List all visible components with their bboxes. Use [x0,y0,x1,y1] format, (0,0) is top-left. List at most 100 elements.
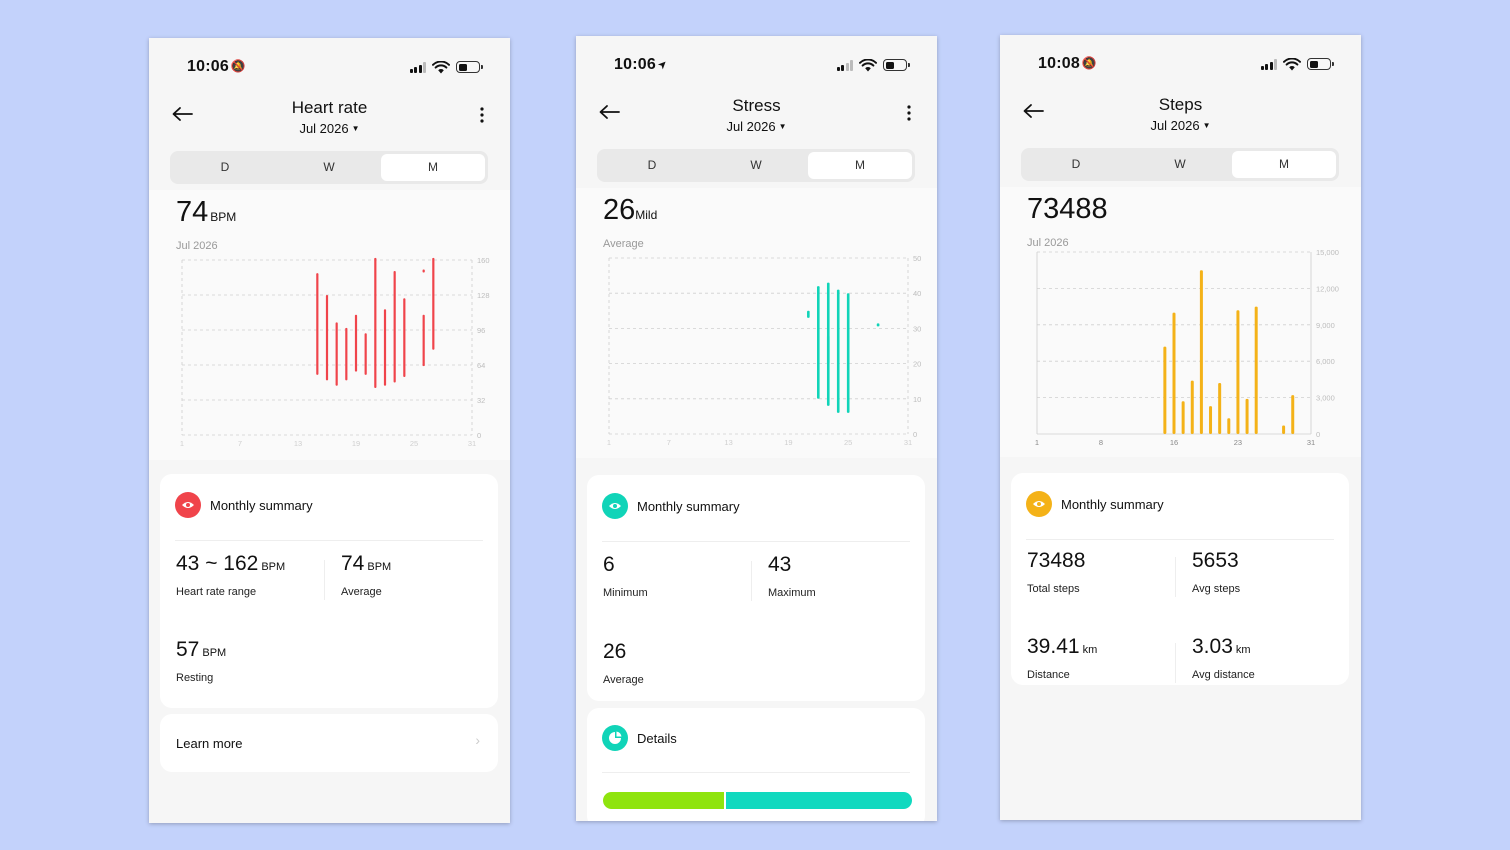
status-bar: 10:06 🔕 [187,58,483,78]
back-arrow-icon[interactable] [598,104,620,120]
chart-bar [393,270,396,383]
chart-bar [836,289,840,413]
y-tick-label: 32 [477,396,485,405]
headline-value: 73488 [1027,193,1108,225]
chart-bar [1254,306,1258,434]
back-arrow-icon[interactable] [171,106,193,122]
wifi-icon [1283,57,1301,70]
stat-average: 26 Average [603,640,644,686]
x-tick-label: 8 [1099,438,1103,447]
divider [751,561,752,601]
summary-title: Monthly summary [637,498,740,514]
chart-bar [1181,401,1185,434]
y-tick-label: 15,000 [1316,248,1339,257]
divider [602,541,910,542]
x-tick-label: 19 [784,438,792,447]
y-tick-label: 128 [477,291,490,300]
page-header: Steps Jul 2026 ▼ [1000,93,1361,137]
battery-icon [456,61,483,73]
stat-resting: 57 BPM Resting [176,638,227,684]
more-options-icon[interactable] [905,104,913,122]
chart-bar [1209,406,1213,434]
x-tick-label: 1 [1035,438,1039,447]
headline-caption: Average [603,238,644,250]
divider [1026,539,1334,540]
month-selector[interactable]: Jul 2026 ▼ [299,121,360,136]
stat-maximum: 43 Maximum [768,553,816,599]
headline-caption: Jul 2026 [176,240,218,252]
chart-bar [432,257,435,350]
status-time: 10:08 🔕 [1038,55,1098,72]
month-selector[interactable]: Jul 2026 ▼ [726,119,787,134]
x-tick-label: 13 [724,438,732,447]
chart-bar [1199,270,1203,434]
chart-bar [316,273,319,375]
tab-day[interactable]: D [647,158,657,172]
tab-week[interactable]: W [750,158,762,172]
stat-avg-distance: 3.03 km Avg distance [1192,635,1255,681]
back-arrow-icon[interactable] [1022,103,1044,119]
monthly-summary-card: Monthly summary 43 ~ 162 BPM Heart rate r… [160,474,498,708]
tab-month[interactable]: M [808,152,912,179]
more-options-icon[interactable] [478,106,486,124]
stat-minimum: 6 Minimum [603,553,648,599]
status-bar: 10:06➤ [614,56,910,76]
chart-panel: 26Mild Average 50 40 30 20 10 0 1 7 13 19 25 31 [576,188,937,458]
x-tick-label: 31 [904,438,912,447]
chart-bar [354,314,358,372]
stress-distribution-bar [603,792,912,809]
stat-distance: 39.41 km Distance [1027,635,1098,681]
x-tick-label: 1 [180,439,184,448]
silent-mode-icon: 🔕 [1081,56,1098,70]
chart-bar [1282,425,1286,434]
chart-bar [1236,310,1240,434]
heart-rate-chart: 160 128 96 64 32 0 1 7 13 19 25 31 [180,256,490,448]
stress-segment-mild [603,792,724,809]
divider [175,540,483,541]
tab-week[interactable]: W [323,160,335,174]
month-selector[interactable]: Jul 2026 ▼ [1150,118,1211,133]
x-tick-label: 7 [238,439,242,448]
y-tick-label: 40 [913,289,921,298]
x-tick-label: 19 [352,439,360,448]
tab-day[interactable]: D [1071,157,1081,171]
summary-header: Monthly summary [1026,491,1164,517]
headline-caption: Jul 2026 [1027,237,1069,249]
wifi-icon [432,60,450,73]
x-tick-label: 1 [607,438,611,447]
location-arrow-icon: ➤ [655,57,671,73]
y-tick-label: 0 [1316,430,1320,439]
summary-title: Monthly summary [210,497,313,513]
page-title: Heart rate [291,98,368,117]
tab-month[interactable]: M [381,154,485,181]
chart-bar [826,335,830,364]
steps-screen: 10:08 🔕 Steps Jul 2026 ▼ D W M 73488 Jul 2… [1000,35,1361,820]
tab-day[interactable]: D [220,160,230,174]
y-tick-label: 12,000 [1316,284,1339,293]
stress-chart: 50 40 30 20 10 0 1 7 13 19 25 31 [607,254,921,447]
tab-month[interactable]: M [1232,151,1336,178]
divider [1175,643,1176,683]
chart-bar [1291,395,1295,434]
tab-week[interactable]: W [1174,157,1186,171]
learn-more-row[interactable]: Learn more › [160,714,498,772]
y-tick-label: 160 [477,256,490,265]
chart-bar [846,293,850,413]
eye-icon [175,492,201,518]
chart-bar [364,333,367,375]
wifi-icon [859,58,877,71]
stress-segment-relaxed [723,792,912,809]
divider [324,560,325,600]
chart-bar [1163,346,1167,434]
battery-icon [883,59,910,71]
monthly-summary-card: Monthly summary 73488 Total steps 5653 A… [1011,473,1349,685]
chart-panel: 73488 Jul 2026 15,000 12,000 9,000 6,000 3,0… [1000,187,1361,457]
learn-more-label: Learn more [176,736,243,751]
stress-screen: 10:06➤ Stress Jul 2026 ▼ D W M 26Mild Ave… [576,36,937,821]
chart-bar [1218,383,1222,434]
caret-down-icon: ▼ [1202,121,1211,130]
details-card[interactable]: Details [587,708,925,821]
chart-bar [1227,418,1231,434]
stat-heart-rate-range: 43 ~ 162 BPM Heart rate range [176,552,286,598]
page-header: Heart rate Jul 2026 ▼ [149,96,510,140]
